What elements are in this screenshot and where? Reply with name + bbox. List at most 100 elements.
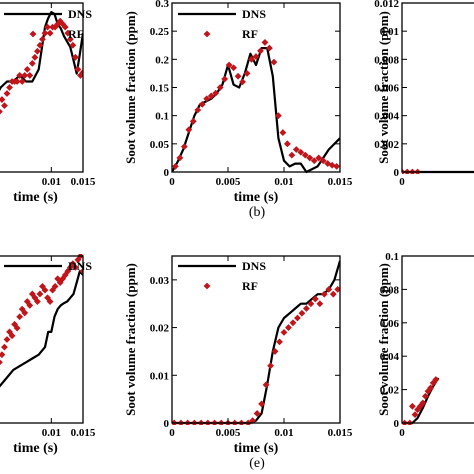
series-marker-rf — [26, 301, 34, 309]
y-tick-label: 0 — [394, 418, 400, 430]
series-marker-rf — [11, 320, 18, 328]
y-tick-label: 0.15 — [150, 83, 170, 95]
series-marker-rf — [275, 112, 282, 120]
series-marker-rf — [271, 348, 279, 355]
series-marker-rf — [288, 151, 296, 159]
x-axis-label: time (s) — [234, 441, 279, 456]
plot-area-a — [0, 11, 83, 118]
series-marker-rf — [23, 65, 31, 73]
legend-label: DNS — [242, 7, 266, 21]
plot-area-f — [402, 376, 440, 425]
caption-b: (b) — [248, 205, 266, 220]
series-marker-rf — [6, 84, 13, 91]
series-marker-rf — [46, 29, 54, 37]
series-marker-rf — [21, 72, 29, 79]
y-tick-label: 0.01 — [150, 370, 169, 382]
series-marker-rf — [258, 400, 265, 408]
series-marker-rf — [203, 95, 211, 103]
y-tick-label: 0.2 — [155, 54, 169, 66]
series-marker-rf — [34, 47, 41, 55]
series-marker-rf — [44, 294, 51, 302]
series-marker-rf — [243, 70, 251, 77]
series-marker-rf — [0, 96, 6, 103]
legend-label: DNS — [68, 7, 92, 21]
y-tick-label: 0.01 — [380, 26, 399, 38]
series-marker-rf — [276, 338, 283, 346]
series-marker-rf — [26, 72, 34, 79]
series-marker-rf — [230, 64, 237, 72]
y-tick-label: 0.08 — [380, 284, 400, 296]
y-tick-label: 0.002 — [374, 139, 399, 151]
legend: DNS RF — [4, 7, 92, 41]
series-marker-rf — [329, 290, 337, 298]
series-marker-rf — [409, 402, 416, 410]
series-marker-rf — [334, 286, 340, 293]
chart-panel-e: 0 0.005 0.01 0.015 0 0.01 0.02 0.03 time (s) Soot… — [123, 255, 353, 456]
x-tick-label: 0.015 — [328, 176, 353, 188]
series-marker-rf — [411, 411, 419, 419]
series-marker-rf — [34, 298, 41, 305]
series-marker-rf — [249, 417, 257, 425]
plot-area-b — [172, 39, 340, 174]
series-marker-rf — [46, 298, 54, 305]
series-marker-rf — [216, 84, 224, 91]
series-marker-rf — [189, 117, 197, 125]
series-marker-rf — [319, 157, 327, 165]
series-marker-rf — [316, 300, 324, 308]
series-marker-rf — [3, 90, 11, 97]
series-marker-rf — [23, 298, 31, 305]
y-axis-label: Soot volume fraction (ppm) — [376, 263, 391, 416]
series-marker-rf — [280, 328, 288, 336]
series-marker-rf — [0, 108, 3, 115]
x-tick-label: 0.005 — [216, 176, 241, 188]
series-marker-rf — [185, 126, 193, 134]
series-marker-rf — [221, 75, 229, 83]
series-marker-rf — [207, 92, 215, 100]
series-marker-rf — [59, 20, 67, 28]
series-marker-rf — [194, 106, 202, 114]
series-marker-rf — [56, 279, 64, 286]
series-marker-rf — [61, 23, 69, 31]
y-tick-label: 0.008 — [374, 54, 399, 66]
y-axis-label: Soot volume fraction (ppm) — [376, 11, 391, 164]
series-line-dns — [0, 270, 83, 388]
series-marker-rf — [31, 294, 39, 302]
legend-label: RF — [68, 27, 84, 41]
series-marker-rf — [234, 72, 242, 80]
series-marker-rf — [306, 154, 314, 162]
y-tick-label: 0.25 — [150, 26, 170, 38]
axes-frame — [171, 255, 341, 424]
series-marker-rf — [239, 78, 246, 86]
legend-label: DNS — [68, 259, 92, 273]
x-tick-label: 0 — [399, 427, 405, 439]
series-marker-rf — [13, 78, 21, 85]
series-marker-rf — [267, 362, 274, 370]
series-marker-rf — [64, 29, 72, 37]
series-marker-rf — [3, 336, 11, 343]
y-tick-label: 0.04 — [380, 351, 400, 363]
axes-frame — [0, 2, 84, 173]
series-marker-rf — [198, 101, 206, 108]
legend: DNS RF — [178, 7, 266, 41]
series-marker-rf — [325, 286, 333, 293]
series-marker-rf — [324, 160, 332, 167]
chart-panel-a: 0.01 0.015 time (s) DNS RF — [0, 2, 96, 205]
legend: DNS RF — [178, 259, 266, 293]
series-marker-rf — [303, 305, 310, 312]
series-marker-rf — [41, 286, 49, 294]
series-marker-rf — [16, 72, 24, 79]
x-tick-label: 0 — [169, 176, 175, 188]
legend-label: RF — [242, 279, 258, 293]
series-marker-rf — [72, 263, 79, 271]
series-marker-rf — [311, 295, 319, 303]
x-tick-label: 0.005 — [216, 427, 241, 439]
series-marker-rf — [261, 39, 269, 46]
series-marker-rf — [69, 41, 77, 49]
series-marker-rf — [51, 282, 59, 290]
series-marker-rf — [31, 53, 39, 61]
x-tick-label: 0 — [399, 176, 405, 188]
series-marker-rf — [8, 332, 16, 340]
y-tick-label: 0 — [164, 167, 170, 179]
